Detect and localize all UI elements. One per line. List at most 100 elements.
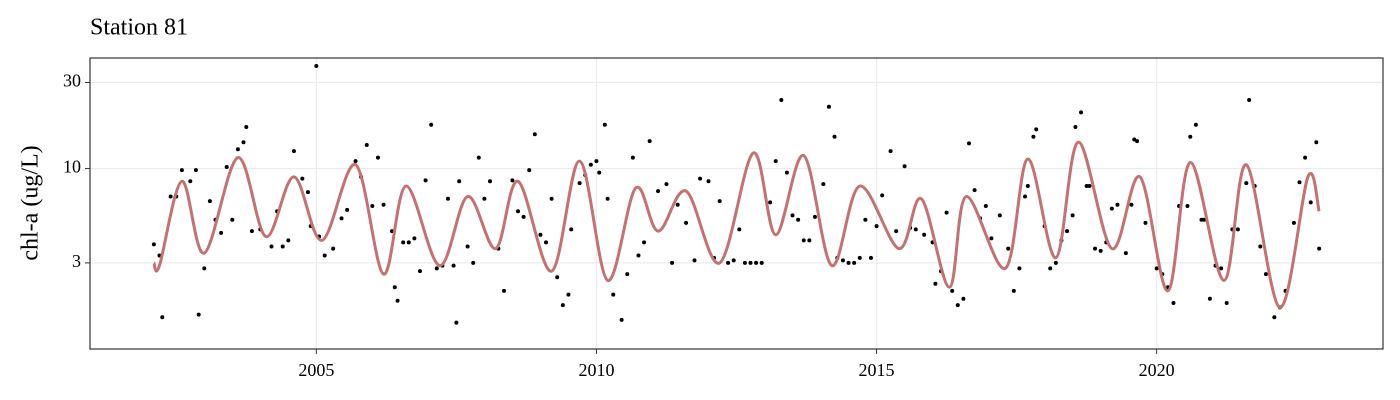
data-point xyxy=(1297,180,1302,185)
x-tick-label: 2020 xyxy=(1139,360,1175,380)
data-point xyxy=(807,238,812,243)
x-tick-label: 2010 xyxy=(578,360,614,380)
data-point xyxy=(381,202,386,207)
data-point xyxy=(286,238,291,243)
data-point xyxy=(726,260,731,265)
x-tick-label: 2005 xyxy=(298,360,334,380)
data-point xyxy=(1109,206,1114,211)
data-point xyxy=(1193,122,1198,127)
data-point xyxy=(913,227,918,232)
data-point xyxy=(406,240,411,245)
data-point xyxy=(219,230,224,235)
data-point xyxy=(748,260,753,265)
data-point xyxy=(717,199,722,204)
data-point xyxy=(1263,272,1268,277)
data-point xyxy=(454,320,459,325)
data-point xyxy=(784,170,789,175)
y-axis-label: chl-a (ug/L) xyxy=(18,145,44,260)
data-point xyxy=(375,155,380,160)
data-point xyxy=(1070,213,1075,218)
data-point xyxy=(457,179,462,184)
data-point xyxy=(989,236,994,241)
data-point xyxy=(922,232,927,237)
data-point xyxy=(1314,140,1319,145)
data-point xyxy=(966,141,971,146)
data-point xyxy=(1098,248,1103,253)
data-point xyxy=(1199,217,1204,222)
data-point xyxy=(1171,300,1176,305)
data-point xyxy=(244,124,249,129)
data-point xyxy=(1219,266,1224,271)
data-point xyxy=(880,193,885,198)
data-point xyxy=(235,147,240,152)
data-point xyxy=(857,255,862,260)
data-point xyxy=(874,224,879,229)
data-point xyxy=(188,179,193,184)
data-point xyxy=(698,176,703,181)
data-point xyxy=(863,217,868,222)
y-tick-label: 30 xyxy=(63,71,81,91)
data-point xyxy=(1185,204,1190,209)
data-point xyxy=(684,220,689,225)
data-point xyxy=(625,272,630,277)
data-point xyxy=(1025,184,1030,189)
data-point xyxy=(1017,266,1022,271)
y-tick-label: 3 xyxy=(72,251,81,271)
data-point xyxy=(1115,202,1120,207)
data-point xyxy=(532,132,537,137)
data-point xyxy=(731,258,736,263)
data-point xyxy=(179,168,184,173)
data-point xyxy=(1079,110,1084,115)
data-point xyxy=(594,159,599,164)
data-point xyxy=(521,214,526,219)
data-point xyxy=(151,242,156,247)
data-point xyxy=(451,263,456,268)
data-point xyxy=(305,190,310,195)
data-point xyxy=(1084,184,1089,189)
data-point xyxy=(1053,260,1058,265)
data-point xyxy=(790,213,795,218)
data-point xyxy=(997,213,1002,218)
data-point xyxy=(300,176,305,181)
chart-title: Station 81 xyxy=(90,15,188,41)
data-point xyxy=(230,217,235,222)
data-point xyxy=(544,240,549,245)
data-point xyxy=(1188,134,1193,139)
data-point xyxy=(1247,97,1252,102)
data-point xyxy=(812,214,817,219)
data-point xyxy=(1023,194,1028,199)
data-point xyxy=(664,182,669,187)
data-point xyxy=(642,240,647,245)
data-point xyxy=(1308,200,1313,205)
data-point xyxy=(754,260,759,265)
data-point xyxy=(1135,139,1140,144)
data-point xyxy=(647,139,652,144)
data-point xyxy=(868,255,873,260)
data-point xyxy=(619,317,624,322)
data-point xyxy=(566,292,571,297)
data-point xyxy=(737,227,742,232)
data-point xyxy=(1011,288,1016,293)
data-point xyxy=(742,260,747,265)
data-point xyxy=(636,253,641,258)
data-point xyxy=(423,178,428,183)
data-point xyxy=(168,194,173,199)
data-point xyxy=(1087,184,1092,189)
data-point xyxy=(1034,127,1039,132)
data-point xyxy=(894,229,899,234)
data-point xyxy=(417,269,422,274)
data-point xyxy=(445,196,450,201)
data-point xyxy=(1123,251,1128,256)
data-point xyxy=(944,210,949,215)
data-point xyxy=(768,200,773,205)
data-point xyxy=(1244,181,1249,186)
data-point xyxy=(370,204,375,209)
data-point xyxy=(611,292,616,297)
data-point xyxy=(692,258,697,263)
data-point xyxy=(322,253,327,258)
data-point xyxy=(527,168,532,173)
data-point xyxy=(569,227,574,232)
data-point xyxy=(510,178,515,183)
data-point xyxy=(1291,220,1296,225)
